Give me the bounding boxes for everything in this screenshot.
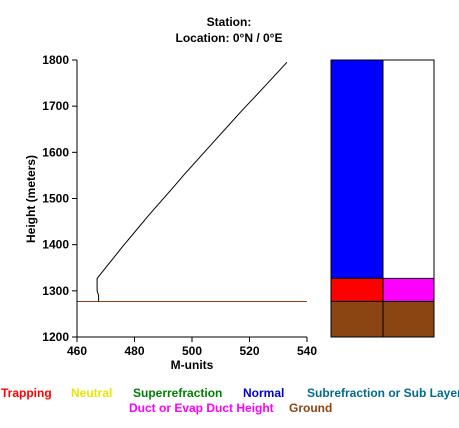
duct-layer-normal-left (330, 59, 384, 279)
x-tick-label: 540 (297, 344, 317, 358)
duct-bar-right-frame (382, 59, 435, 338)
legend-trapping: Trapping (1, 386, 52, 400)
legend-neutral: Neutral (71, 386, 112, 400)
duct-layer-duct-right (382, 277, 435, 302)
legend-ground: Ground (289, 401, 332, 415)
x-tick-label: 460 (67, 344, 87, 358)
y-tick-label: 1400 (42, 238, 69, 252)
series-line-0 (96, 61, 288, 302)
y-tick-label: 1600 (42, 145, 69, 159)
x-axis-label: M-units (171, 358, 214, 372)
y-ticks: 1200 1300 1400 1500 1600 1700 1800 (42, 53, 77, 344)
duct-layer-ground-left (330, 300, 384, 338)
duct-layer-trapping-left (330, 277, 384, 302)
legend-superrefraction: Superrefraction (133, 386, 222, 400)
plot-area (77, 61, 307, 302)
duct-layer-ground-right (382, 300, 435, 338)
legend-duct: Duct or Evap Duct Height (129, 401, 274, 415)
legend-subrefraction: Subrefraction or Sub Layer (307, 386, 459, 400)
legend-normal: Normal (243, 386, 284, 400)
y-tick-label: 1300 (42, 284, 69, 298)
y-tick-label: 1200 (42, 330, 69, 344)
location-title: Location: 0°N / 0°E (176, 31, 283, 45)
duct-layer-bars (330, 59, 435, 338)
x-tick-label: 500 (182, 344, 202, 358)
y-tick-label: 1700 (42, 99, 69, 113)
x-tick-label: 480 (124, 344, 144, 358)
x-tick-label: 520 (239, 344, 259, 358)
x-ticks: 460 480 500 520 540 (67, 337, 317, 358)
y-tick-label: 1500 (42, 192, 69, 206)
y-axis-label: Height (meters) (24, 155, 38, 243)
y-tick-label: 1800 (42, 53, 69, 67)
station-title: Station: (207, 15, 252, 29)
